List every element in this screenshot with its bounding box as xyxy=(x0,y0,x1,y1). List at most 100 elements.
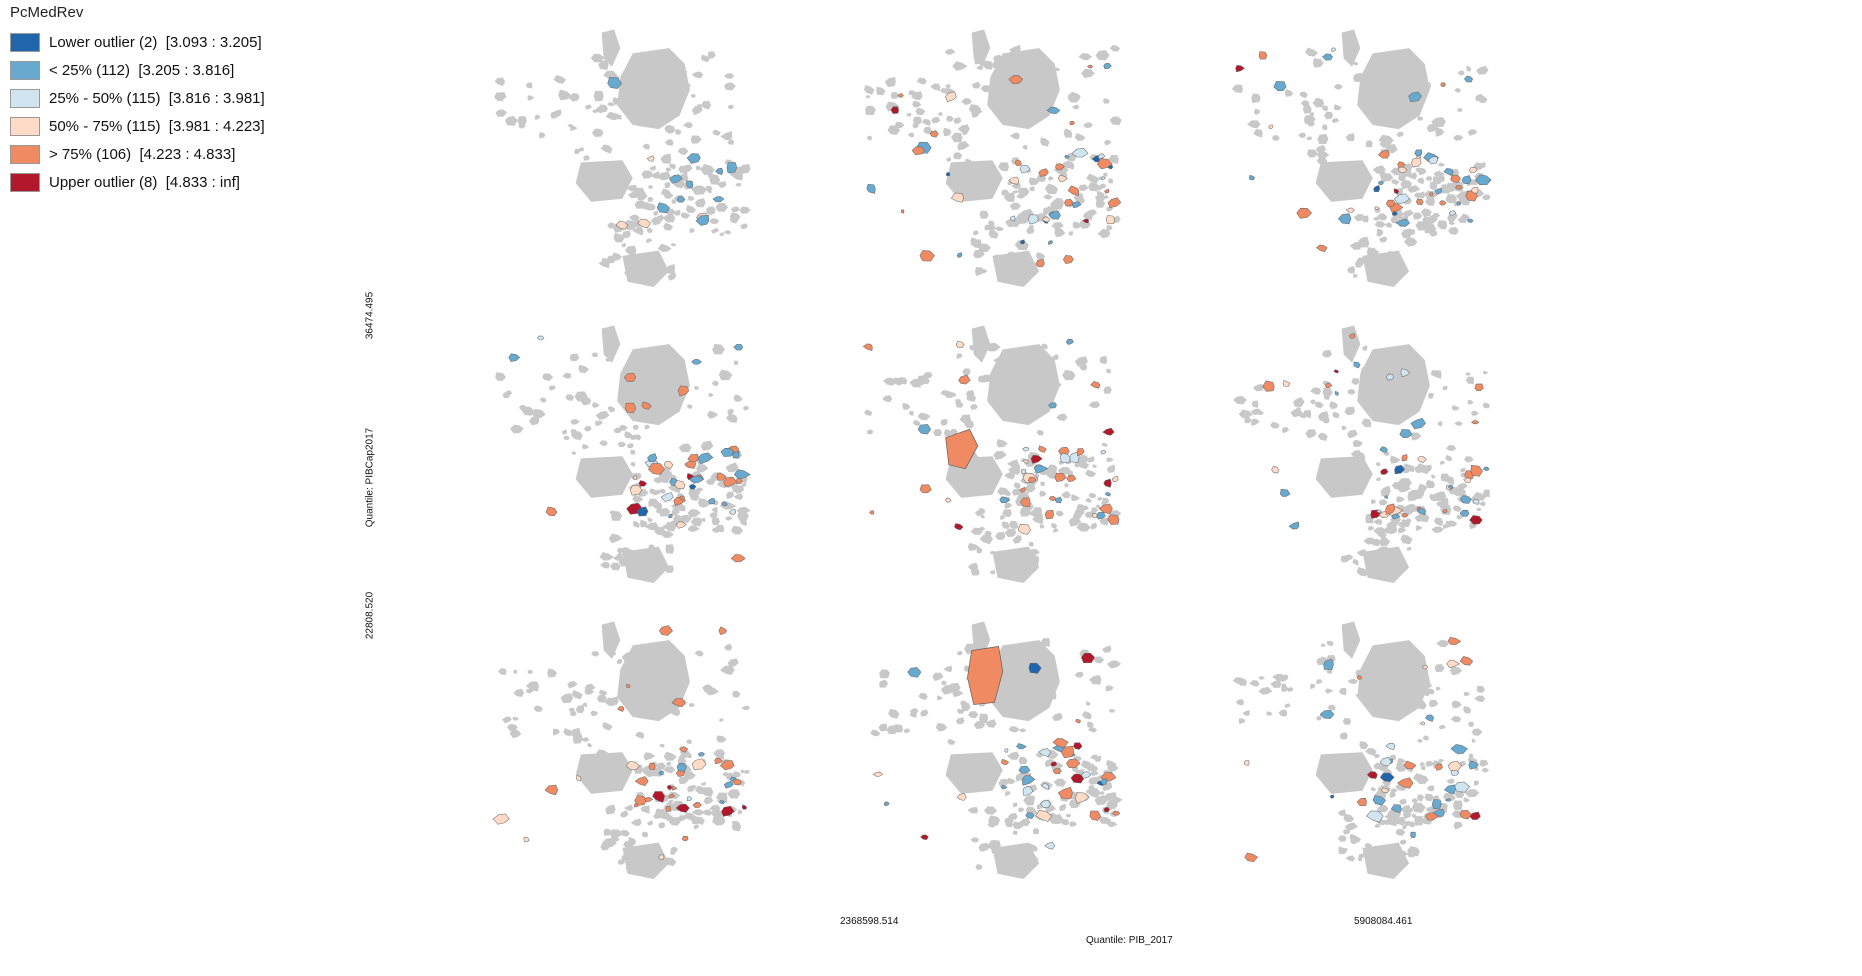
municipality-base xyxy=(1051,522,1058,529)
municipality-base xyxy=(597,104,608,113)
municipality-base xyxy=(970,567,980,576)
municipality-base xyxy=(625,245,637,257)
municipality-classified xyxy=(1472,498,1480,505)
municipality-classified xyxy=(1334,391,1339,396)
municipality-base xyxy=(1060,819,1070,826)
municipality-base xyxy=(1298,132,1307,138)
municipality-base xyxy=(660,375,667,381)
municipality-base xyxy=(972,230,979,236)
municipality-base xyxy=(1073,755,1082,762)
municipality-base xyxy=(1012,548,1022,555)
x-axis-break-left: 2368598.514 xyxy=(840,916,899,927)
municipality-base xyxy=(1008,813,1018,820)
municipality-base xyxy=(1396,762,1403,768)
municipality-base xyxy=(568,727,581,738)
municipality-base xyxy=(1379,678,1389,688)
municipality-base xyxy=(660,153,672,164)
municipality-base xyxy=(1258,675,1266,680)
municipality-classified xyxy=(730,554,746,563)
municipality-base xyxy=(671,199,677,204)
municipality-base xyxy=(1437,162,1446,167)
municipality-base xyxy=(517,116,527,126)
municipality-base xyxy=(1321,124,1328,130)
municipality-base xyxy=(953,117,962,124)
municipality-base xyxy=(1009,132,1020,140)
municipality-base xyxy=(1019,507,1032,517)
map-panel-r3-c2 xyxy=(817,609,1147,879)
municipality-base xyxy=(1426,123,1439,133)
municipality-base xyxy=(945,84,951,89)
municipality-base xyxy=(547,668,557,678)
municipality-classified xyxy=(629,485,643,496)
municipality-base xyxy=(534,114,541,121)
municipality-base xyxy=(1103,195,1109,200)
municipality-base xyxy=(1436,501,1442,507)
municipality-classified xyxy=(641,401,652,410)
municipality-base xyxy=(1337,835,1347,842)
municipality-base xyxy=(1104,139,1112,146)
municipality-classified xyxy=(1040,783,1049,790)
y-axis-break-lower: 22808.520 xyxy=(364,591,376,640)
municipality-base xyxy=(1011,488,1021,496)
municipality-base xyxy=(962,368,971,376)
municipality-base xyxy=(1395,828,1406,836)
municipality-base xyxy=(1403,504,1417,512)
municipality-classified xyxy=(632,475,638,480)
municipality-base xyxy=(1379,499,1388,506)
municipality-base xyxy=(711,506,718,514)
municipality-base xyxy=(1039,490,1047,497)
municipality-base xyxy=(1408,821,1416,828)
municipality-base xyxy=(590,710,599,717)
municipality-base xyxy=(1400,228,1413,239)
municipality-base xyxy=(988,220,995,227)
municipality-base xyxy=(707,410,719,419)
municipality-base xyxy=(670,709,681,716)
municipality-classified xyxy=(1411,157,1422,168)
municipality-base xyxy=(670,850,676,855)
municipality-base xyxy=(1401,665,1408,672)
municipality-base xyxy=(639,519,648,528)
municipality-classified xyxy=(1415,198,1424,206)
municipality-base xyxy=(1426,785,1435,792)
municipality-base xyxy=(730,206,741,213)
municipality-base xyxy=(1310,387,1322,395)
municipality-base xyxy=(660,530,674,539)
municipality-base xyxy=(1417,116,1424,121)
municipality-base xyxy=(604,697,619,706)
municipality-classified xyxy=(1380,787,1390,794)
municipality-base xyxy=(1467,757,1476,763)
municipality-base xyxy=(1101,500,1107,506)
municipality-base xyxy=(1383,528,1391,534)
municipality-base xyxy=(1108,155,1119,164)
municipality-base xyxy=(578,147,585,152)
municipality-classified xyxy=(1455,184,1463,190)
municipality-base xyxy=(1425,479,1436,489)
municipality-classified xyxy=(1379,756,1392,767)
municipality-classified xyxy=(1034,464,1049,474)
municipality-base xyxy=(613,554,622,561)
municipality-base xyxy=(1316,679,1323,685)
municipality-base xyxy=(1017,807,1025,813)
municipality-classified xyxy=(1393,188,1400,194)
municipality-base xyxy=(710,808,725,818)
municipality-classified xyxy=(695,214,710,226)
municipality-base xyxy=(1417,680,1433,690)
municipality-base xyxy=(1376,382,1385,387)
municipality-base xyxy=(582,702,588,708)
municipality-classified xyxy=(686,153,701,164)
municipality-base xyxy=(624,431,633,439)
municipality-classified xyxy=(1258,51,1268,60)
municipality-base xyxy=(1474,695,1486,703)
municipality-base xyxy=(583,155,590,161)
municipality-classified xyxy=(1316,244,1328,253)
municipality-classified xyxy=(1319,709,1335,719)
municipality-base xyxy=(742,405,749,411)
municipality-base xyxy=(1080,760,1091,769)
municipality-base xyxy=(1016,370,1029,379)
municipality-classified xyxy=(1087,64,1093,69)
municipality-classified xyxy=(708,498,716,505)
municipality-base xyxy=(979,713,989,724)
municipality-classified xyxy=(625,683,631,688)
municipality-base xyxy=(641,864,651,872)
municipality-base xyxy=(664,857,677,867)
